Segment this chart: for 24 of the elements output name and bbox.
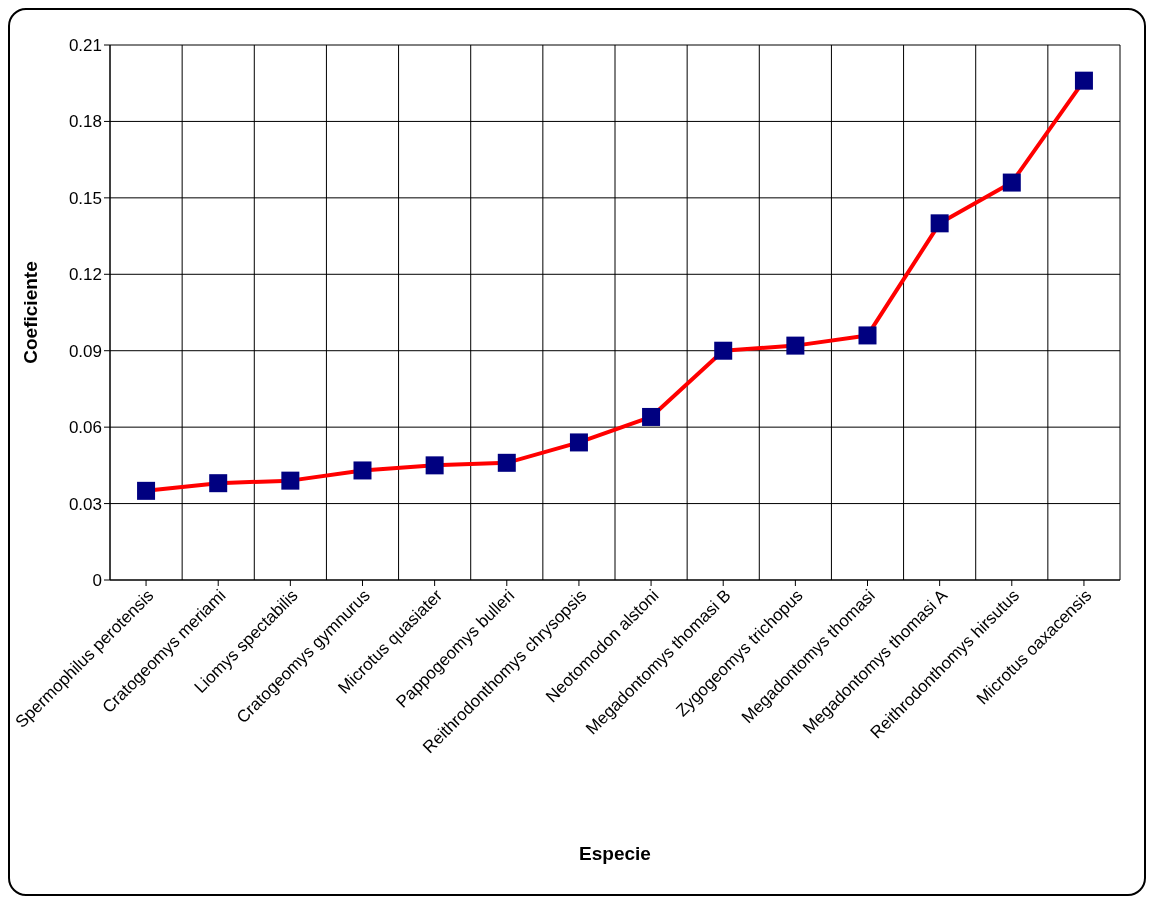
point bbox=[1002, 173, 1021, 192]
point bbox=[425, 456, 444, 475]
point bbox=[930, 214, 949, 233]
point bbox=[209, 474, 228, 493]
point bbox=[786, 336, 805, 355]
point bbox=[569, 433, 588, 452]
y-tick-label: 0 bbox=[92, 571, 102, 591]
y-tick-label: 0.21 bbox=[68, 36, 102, 56]
point bbox=[858, 326, 877, 345]
y-tick-label: 0.06 bbox=[68, 418, 102, 438]
point bbox=[714, 341, 733, 360]
y-tick-label: 0.12 bbox=[68, 265, 102, 285]
point bbox=[281, 471, 300, 490]
y-tick-label: 0.18 bbox=[68, 112, 102, 132]
y-axis-title: Coeficiente bbox=[19, 261, 41, 364]
y-tick-label: 0.09 bbox=[68, 341, 102, 361]
x-axis-title: Especie bbox=[579, 843, 651, 864]
y-tick-label: 0.03 bbox=[68, 494, 102, 514]
point bbox=[1074, 71, 1093, 90]
point bbox=[353, 461, 372, 480]
point bbox=[642, 407, 661, 426]
y-tick-label: 0.15 bbox=[68, 188, 102, 208]
point bbox=[137, 481, 156, 500]
point bbox=[497, 453, 516, 472]
